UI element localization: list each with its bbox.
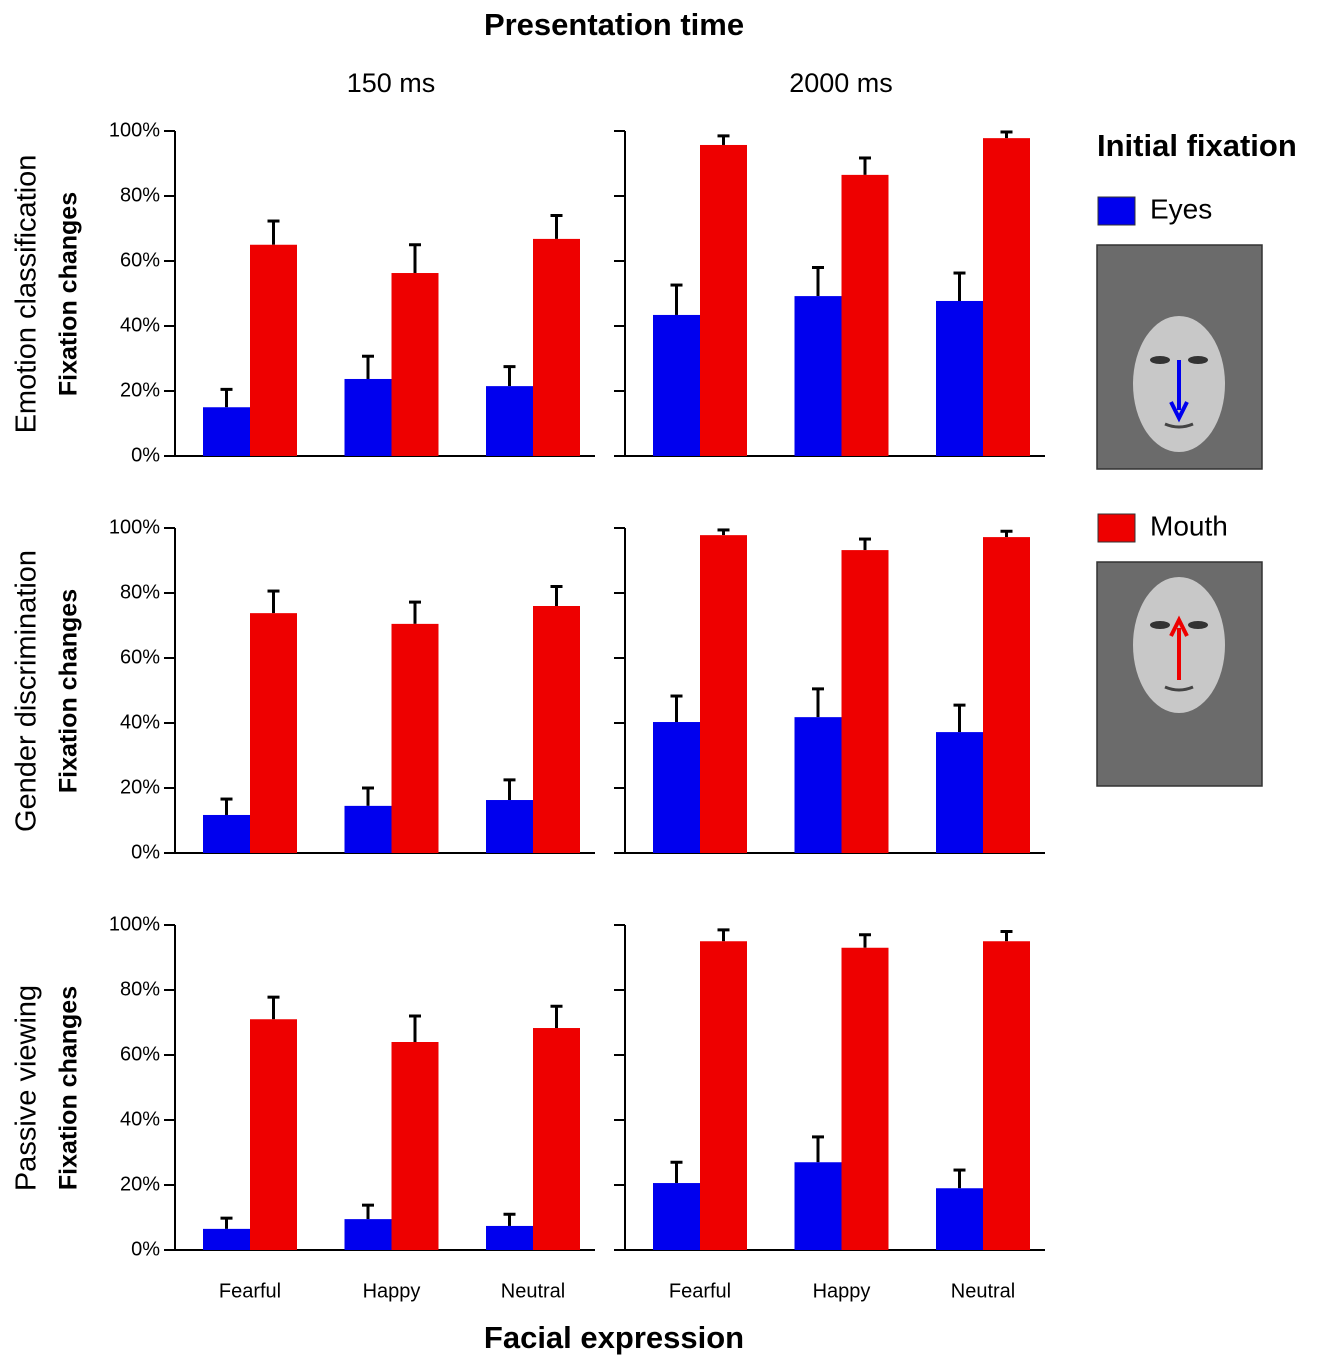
y-tick-label: 60%: [120, 646, 160, 668]
bar: [533, 606, 580, 853]
y-tick-label: 80%: [120, 581, 160, 603]
row-label: Emotion classification: [11, 155, 43, 434]
bar: [391, 273, 439, 456]
legend-swatch: [1097, 196, 1136, 226]
y-tick-label: 20%: [120, 1173, 160, 1195]
y-tick-label: 100%: [109, 119, 160, 141]
bar: [983, 941, 1030, 1250]
bar: [391, 1042, 439, 1250]
y-tick-label: 20%: [120, 379, 160, 401]
y-tick-label: 40%: [120, 711, 160, 733]
bar: [936, 1188, 983, 1250]
x-tick-label: Happy: [363, 1280, 421, 1302]
bar: [653, 1183, 700, 1250]
x-tick-label: Fearful: [669, 1280, 731, 1302]
bar: [203, 814, 250, 853]
x-axis-title: Facial expression: [484, 1320, 744, 1355]
x-tick-label: Neutral: [951, 1280, 1015, 1302]
bar: [794, 1162, 842, 1250]
x-tick-label: Neutral: [501, 1280, 565, 1302]
y-tick-label: 100%: [109, 913, 160, 935]
column-label: 2000 ms: [789, 68, 893, 98]
legend-title: Initial fixation: [1097, 128, 1297, 163]
legend-swatch: [1097, 513, 1136, 543]
bar: [700, 941, 747, 1250]
bar: [794, 717, 842, 853]
y-axis-title: Fixation changes: [55, 589, 83, 793]
bar: [250, 613, 297, 853]
bar: [344, 805, 392, 853]
y-tick-label: 0%: [131, 444, 160, 466]
y-tick-label: 80%: [120, 978, 160, 1000]
y-axis-title: Fixation changes: [55, 986, 83, 1190]
y-axis-title: Fixation changes: [55, 192, 83, 396]
bar: [533, 238, 580, 456]
bar: [533, 1028, 580, 1250]
face-mouth: [1096, 561, 1263, 787]
bar: [250, 1019, 297, 1250]
bar: [983, 138, 1030, 456]
row-label: Gender discrimination: [11, 550, 43, 832]
x-tick-label: Happy: [813, 1280, 871, 1302]
legend-label: Eyes: [1150, 193, 1212, 224]
bar: [486, 800, 533, 853]
bar: [344, 378, 392, 456]
y-tick-label: 40%: [120, 314, 160, 336]
y-tick-label: 20%: [120, 776, 160, 798]
bar: [700, 144, 747, 456]
bar: [653, 314, 700, 456]
bar: [936, 300, 983, 456]
bar: [841, 947, 889, 1250]
bar: [486, 386, 533, 456]
face-eyes: [1096, 244, 1263, 470]
row-label: Passive viewing: [11, 985, 43, 1191]
y-tick-label: 60%: [120, 249, 160, 271]
legend-label: Mouth: [1150, 510, 1228, 541]
bar: [841, 174, 889, 456]
bar: [486, 1225, 533, 1250]
y-tick-label: 0%: [131, 1238, 160, 1260]
figure-title: Presentation time: [484, 7, 744, 42]
bar: [983, 537, 1030, 853]
y-tick-label: 80%: [120, 184, 160, 206]
bar: [203, 407, 250, 456]
bar: [794, 296, 842, 456]
bar: [391, 623, 439, 853]
y-tick-label: 60%: [120, 1043, 160, 1065]
bar: [203, 1228, 250, 1250]
bar: [344, 1219, 392, 1250]
bar: [250, 244, 297, 456]
y-tick-label: 0%: [131, 841, 160, 863]
y-tick-label: 100%: [109, 516, 160, 538]
bar: [841, 550, 889, 853]
bar: [653, 722, 700, 853]
column-label: 150 ms: [347, 68, 436, 98]
y-tick-label: 40%: [120, 1108, 160, 1130]
x-tick-label: Fearful: [219, 1280, 281, 1302]
bar: [936, 732, 983, 853]
bar: [700, 535, 747, 853]
